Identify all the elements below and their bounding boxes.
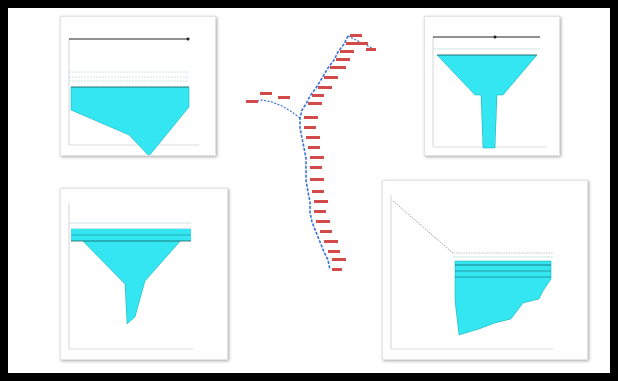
river-plan-view	[246, 34, 376, 271]
cross-section-plot	[390, 195, 553, 350]
water-area	[454, 260, 552, 336]
cross-section-panel-top-right[interactable]	[424, 16, 560, 156]
water-area	[436, 54, 538, 149]
cross-section-plot	[68, 37, 199, 155]
river-centerline	[299, 35, 349, 271]
water-area	[70, 228, 192, 325]
cross-section-panel-top-left[interactable]	[60, 16, 216, 156]
cross-section-plot	[432, 35, 547, 149]
cross-section-panel-bottom-right[interactable]	[382, 180, 588, 360]
canvas-frame	[5, 5, 613, 376]
cross-section-panel-bottom-left[interactable]	[60, 188, 228, 360]
cross-section-plot	[68, 203, 193, 350]
